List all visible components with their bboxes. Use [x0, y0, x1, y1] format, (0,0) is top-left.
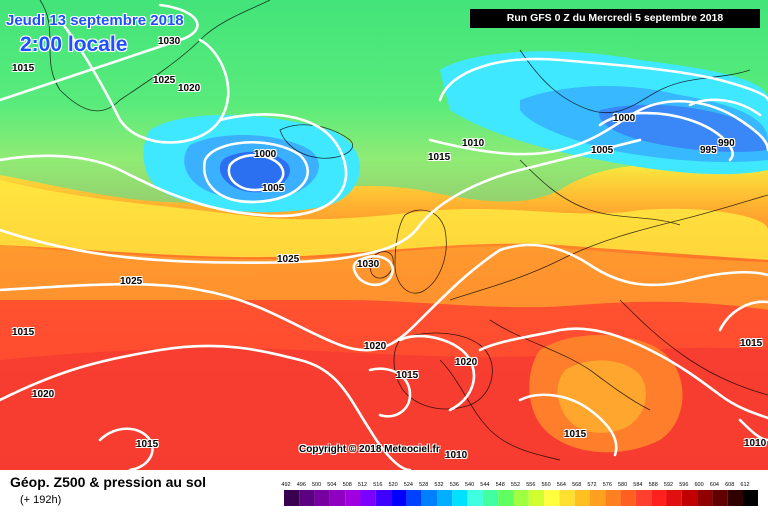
color-scale-label: 600: [694, 482, 704, 488]
color-scale-label: 496: [296, 482, 306, 488]
color-scale-swatch: [635, 490, 652, 506]
color-scale-swatch: [590, 490, 606, 506]
isobar-label: 1000: [254, 149, 277, 160]
color-scale-swatch: [574, 490, 590, 506]
isobar-label: 1025: [120, 276, 143, 287]
isobar-label: 1015: [136, 439, 159, 450]
color-scale-label: 516: [373, 482, 383, 488]
isobar-label: 1025: [277, 254, 300, 265]
color-scale-label: 608: [725, 482, 735, 488]
color-scale-label: 500: [312, 482, 322, 488]
color-scale-label: 588: [648, 482, 658, 488]
color-scale-label: 584: [633, 482, 643, 488]
color-scale-swatch: [437, 490, 453, 506]
color-scale-label: 580: [618, 482, 628, 488]
color-scale-swatch: [406, 490, 422, 506]
isobar-label: 990: [718, 138, 735, 149]
color-scale-swatch: [559, 490, 575, 506]
color-scale-label: 504: [327, 482, 337, 488]
color-scale-label: 512: [357, 482, 368, 488]
color-scale-swatch: [513, 490, 529, 506]
isobar-label: 1020: [32, 389, 55, 400]
color-scale-label: 576: [602, 482, 612, 488]
color-scale-swatch: [498, 490, 514, 506]
forecast-lead-time: (+ 192h): [20, 494, 62, 506]
color-scale-swatch: [528, 490, 545, 506]
color-scale-label: 560: [541, 482, 551, 488]
isobar-label: 995: [700, 145, 717, 156]
color-scale-swatch: [727, 490, 743, 506]
color-scale-swatch: [712, 490, 728, 506]
isobar-label: 1005: [591, 145, 614, 156]
isobar-label: 1010: [462, 138, 485, 149]
color-scale-swatch: [452, 490, 468, 506]
color-scale-label: 572: [587, 482, 597, 488]
isobar-label: 1030: [357, 259, 380, 270]
forecast-time: 2:00 locale: [20, 33, 128, 56]
color-scale-label: 552: [510, 482, 521, 488]
isobar-label: 1030: [158, 36, 181, 47]
color-scale-swatch: [743, 490, 758, 506]
color-scale-swatch: [299, 490, 315, 506]
color-scale-label: 596: [679, 482, 689, 488]
color-scale-label: 540: [465, 482, 475, 488]
copyright-notice: Copyright © 2018 Meteociel.fr: [299, 444, 440, 455]
isobar-label: 1005: [262, 183, 285, 194]
color-scale-swatch: [482, 490, 499, 506]
forecast-map: [0, 0, 768, 470]
isobar-label: 1015: [12, 63, 35, 74]
model-run-label: Run GFS 0 Z du Mercredi 5 septembre 2018: [470, 9, 760, 28]
color-scale-label: 508: [342, 482, 352, 488]
color-scale-label: 568: [572, 482, 582, 488]
color-scale-label: 536: [449, 482, 459, 488]
isobar-label: 1000: [613, 113, 636, 124]
color-scale-swatch: [284, 490, 300, 506]
color-scale-swatch: [421, 490, 437, 506]
color-scale-swatch: [605, 490, 621, 506]
color-scale-swatch: [697, 490, 713, 506]
color-scale-swatch: [391, 490, 407, 506]
color-scale-swatch: [651, 490, 667, 506]
color-scale-label: 544: [480, 482, 490, 488]
color-scale-swatch: [620, 490, 636, 506]
isobar-label: 1015: [564, 429, 587, 440]
field-title: Géop. Z500 & pression au sol: [10, 474, 207, 490]
color-scale-label: 556: [526, 482, 536, 488]
color-scale-swatch: [314, 490, 330, 506]
color-scale-label: 532: [434, 482, 444, 488]
color-scale-label: 604: [709, 482, 719, 488]
color-scale: [284, 490, 758, 506]
isobar-label: 1010: [445, 450, 468, 461]
color-scale-swatch: [544, 490, 560, 506]
color-scale-swatch: [467, 490, 483, 506]
color-scale-swatch: [375, 490, 392, 506]
color-scale-swatch: [345, 490, 361, 506]
color-scale-label: 548: [495, 482, 505, 488]
color-scale-swatch: [329, 490, 346, 506]
isobar-label: 1010: [744, 438, 767, 449]
color-scale-label: 564: [556, 482, 566, 488]
isobar-label: 1015: [428, 152, 451, 163]
isobar-label: 1015: [396, 370, 419, 381]
isobar-label: 1020: [455, 357, 478, 368]
color-scale-label: 612: [740, 482, 750, 488]
color-scale-swatch: [666, 490, 682, 506]
isobar-label: 1020: [364, 341, 387, 352]
color-scale-label: 492: [281, 482, 291, 488]
color-scale-label: 592: [663, 482, 674, 488]
color-scale-swatch: [681, 490, 698, 506]
color-scale-label: 524: [403, 482, 413, 488]
color-scale-label: 520: [388, 482, 398, 488]
isobar-label: 1025: [153, 75, 176, 86]
color-scale-swatch: [360, 490, 376, 506]
isobar-label: 1015: [740, 338, 763, 349]
isobar-label: 1015: [12, 327, 35, 338]
isobar-label: 1020: [178, 83, 201, 94]
color-scale-label: 528: [419, 482, 429, 488]
forecast-date: Jeudi 13 septembre 2018: [6, 12, 184, 29]
